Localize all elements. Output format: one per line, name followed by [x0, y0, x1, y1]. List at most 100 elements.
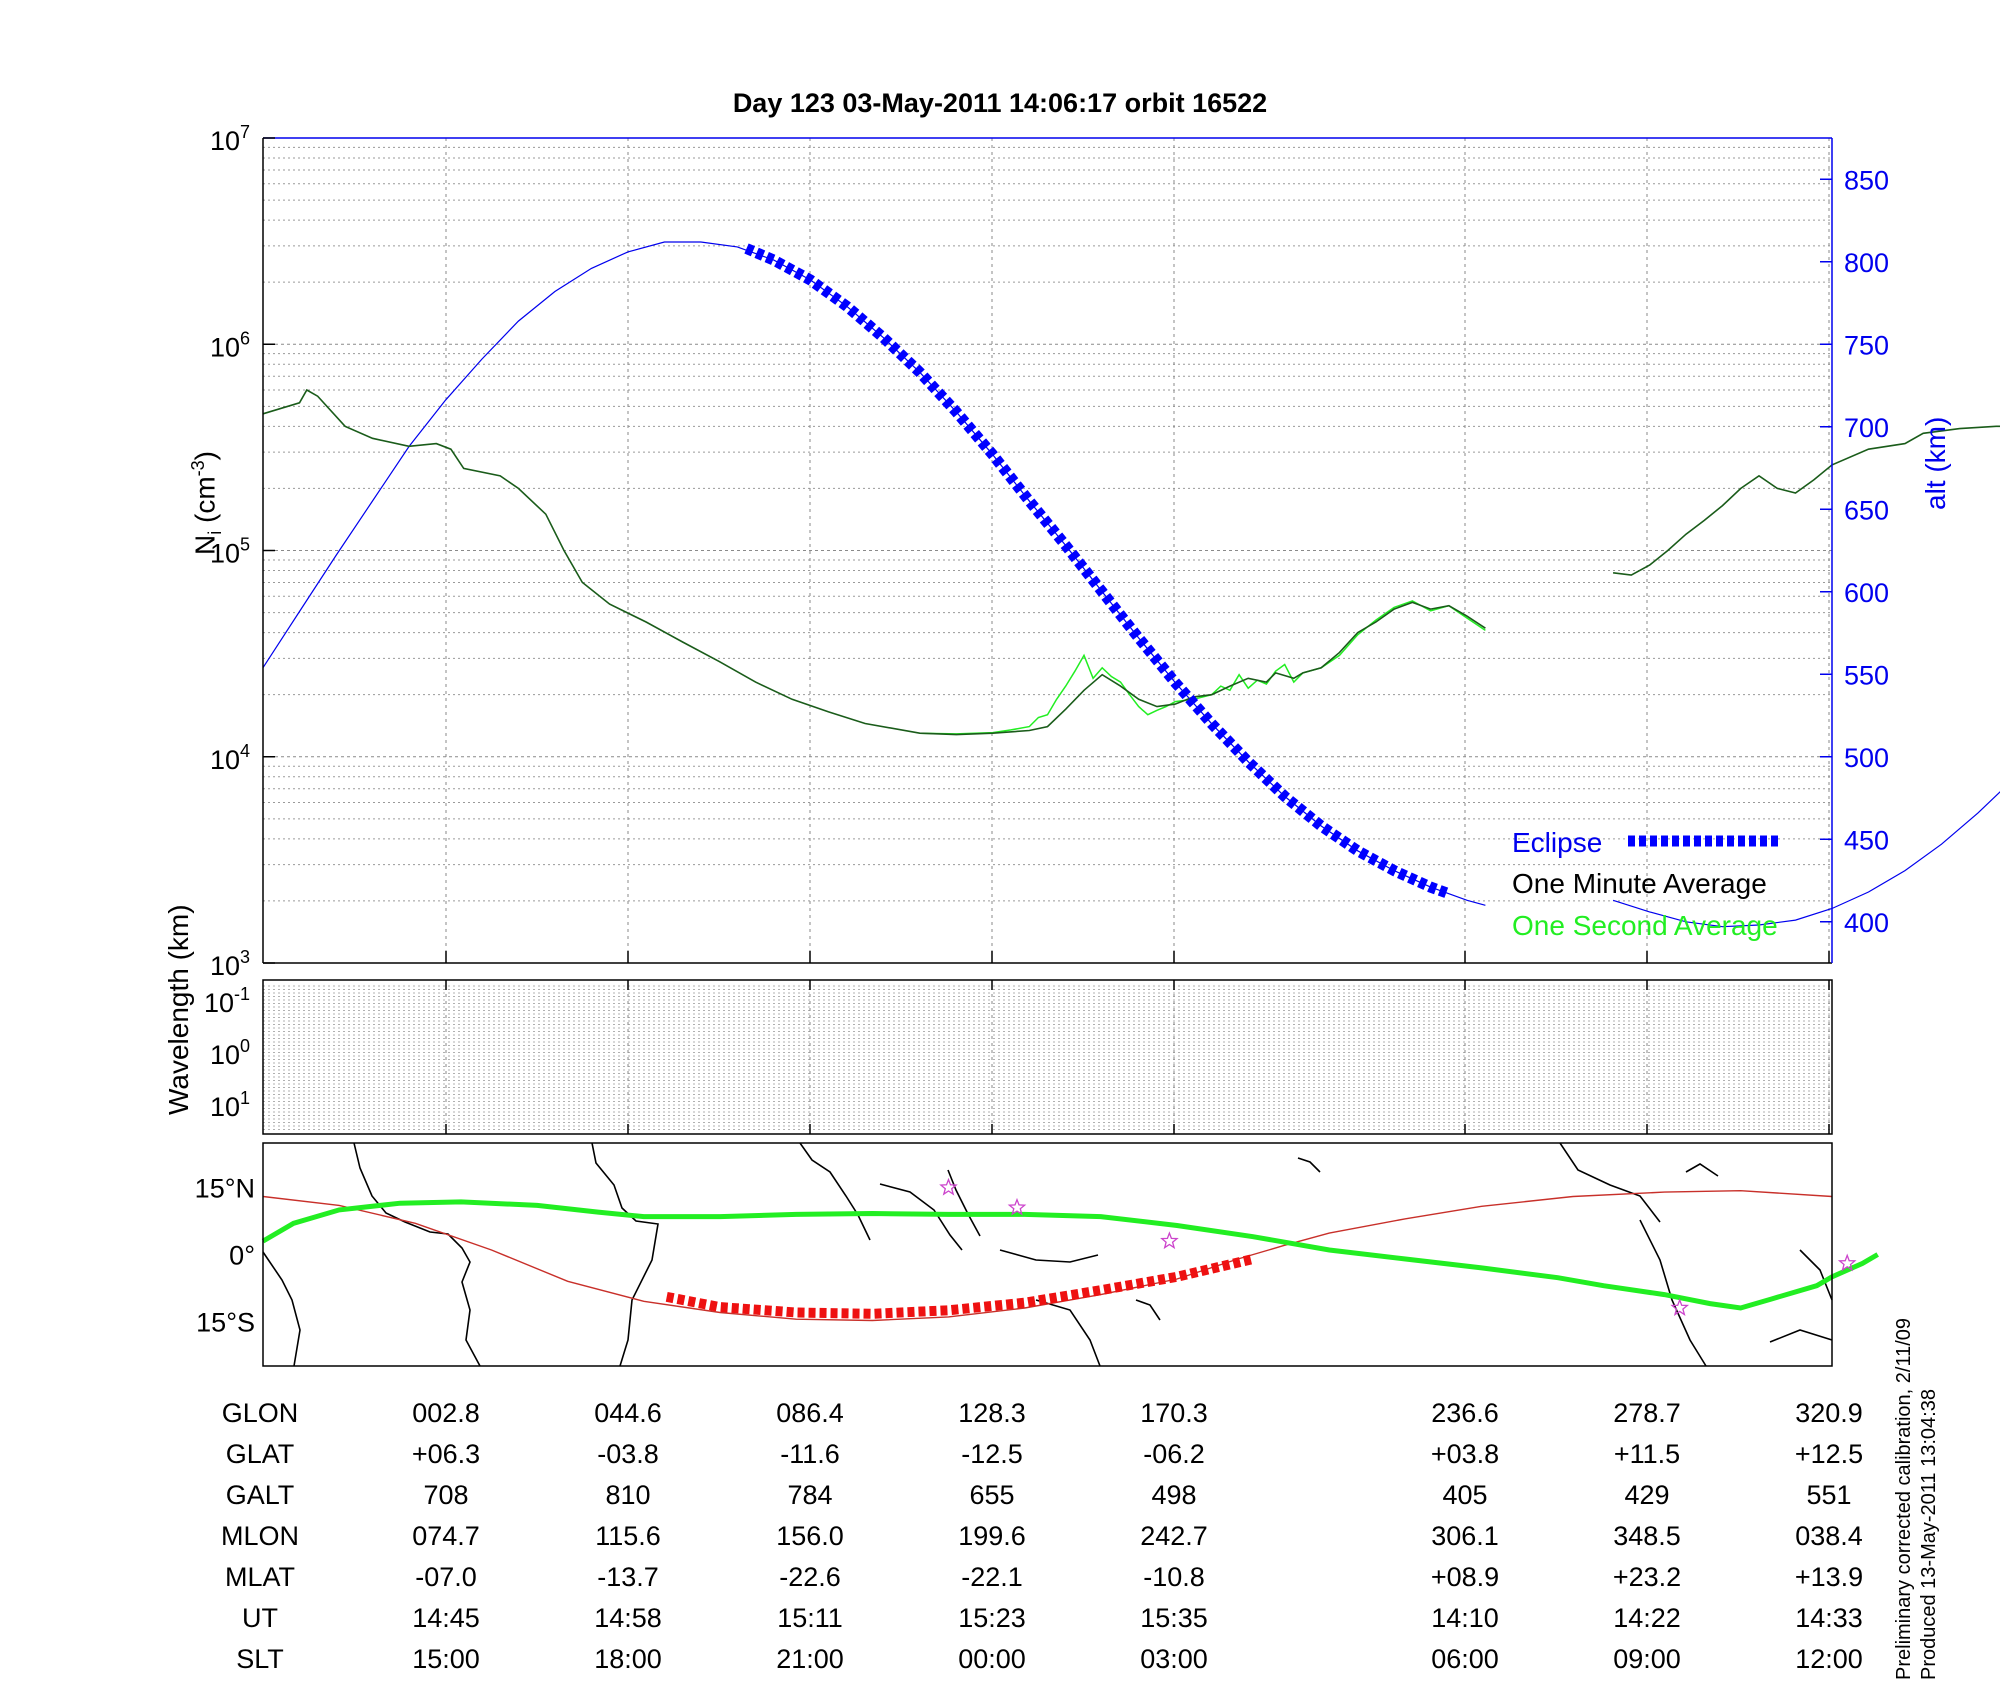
- footer-line-2: Produced 13-May-2011 13:04:38: [1918, 1389, 1940, 1680]
- table-cell: 15:35: [1140, 1603, 1208, 1633]
- star-marker: [1160, 1231, 1179, 1250]
- table-cell: -10.8: [1143, 1562, 1205, 1592]
- density-panel: 103 104 105 106 107 400 450 500 550 600 650 700 750 8…: [210, 122, 2000, 981]
- star-marker: [939, 1177, 958, 1196]
- table-cell: -07.0: [415, 1562, 477, 1592]
- table-cell: 09:00: [1613, 1644, 1681, 1674]
- star-marker: [1670, 1298, 1690, 1316]
- y2-tick-label: 450: [1844, 825, 1889, 855]
- eclipse-track: [665, 1254, 1255, 1319]
- coastline: [999, 1249, 1099, 1263]
- table-row-label: MLON: [220, 1521, 299, 1551]
- y2-tick-label: 750: [1844, 330, 1889, 360]
- table-cell: 002.8: [412, 1398, 480, 1428]
- y2-tick-label: 800: [1844, 248, 1889, 278]
- map-background: [263, 1143, 1832, 1366]
- table-cell: 044.6: [594, 1398, 662, 1428]
- one-minute-average-line: [262, 388, 1486, 736]
- wavelength-frame: [262, 979, 1833, 1135]
- table-cell: -22.1: [961, 1562, 1023, 1592]
- table-cell: 429: [1624, 1480, 1670, 1510]
- table-cell: 170.3: [1140, 1398, 1208, 1428]
- table-cell: 810: [605, 1480, 651, 1510]
- table-cell: 278.7: [1613, 1398, 1681, 1428]
- coastline: [591, 1142, 659, 1367]
- altitude-y-label: alt (km): [1920, 416, 1951, 510]
- coastline: [1297, 1157, 1321, 1173]
- wavelength-tick-label: 100: [210, 1036, 250, 1070]
- legend-second-label: One Second Average: [1512, 910, 1778, 941]
- y2-tick-label: 400: [1844, 908, 1889, 938]
- table-cell: 21:00: [776, 1644, 844, 1674]
- table-cell: +23.2: [1612, 1562, 1682, 1592]
- table-cell: -13.7: [597, 1562, 659, 1592]
- table-cell: 038.4: [1795, 1521, 1863, 1551]
- coastline: [1769, 1329, 1833, 1343]
- map-panel: 15°N 0° 15°S: [195, 1142, 1879, 1367]
- footer-note: Preliminary corrected calibration, 2/11/…: [1892, 1318, 1942, 1680]
- table-cell: -06.2: [1143, 1439, 1205, 1469]
- table-cell: 18:00: [594, 1644, 662, 1674]
- y-tick-label: 104: [210, 741, 250, 775]
- table-row-label: GLAT: [225, 1439, 295, 1469]
- map-frame: [262, 1142, 1833, 1367]
- table-cell: +03.8: [1430, 1439, 1500, 1469]
- y2-tick-label: 850: [1844, 165, 1889, 195]
- latitude-tick-label: 0°: [229, 1241, 255, 1271]
- legend-eclipse-label: Eclipse: [1512, 827, 1603, 858]
- table-cell: 14:33: [1795, 1603, 1863, 1633]
- table-cell: 348.5: [1613, 1521, 1681, 1551]
- table-cell: 14:45: [412, 1603, 480, 1633]
- wavelength-tick-label: 101: [210, 1088, 250, 1122]
- table-cell: -12.5: [961, 1439, 1023, 1469]
- latitude-tick-label: 15°N: [195, 1174, 255, 1204]
- table-cell: 12:00: [1795, 1644, 1863, 1674]
- table-cell: 242.7: [1140, 1521, 1208, 1551]
- table-cell: +12.5: [1794, 1439, 1864, 1469]
- table-cell: 655: [969, 1480, 1015, 1510]
- coastline: [1035, 1299, 1101, 1367]
- table-cell: 199.6: [958, 1521, 1026, 1551]
- altitude-line: [1612, 791, 2000, 928]
- coastline: [1799, 1249, 1833, 1301]
- table-row-label: GALT: [225, 1480, 295, 1510]
- y-tick-label: 103: [210, 947, 250, 981]
- footer-line-1: Preliminary corrected calibration, 2/11/…: [1893, 1317, 1915, 1680]
- y2-tick-label: 700: [1844, 413, 1889, 443]
- table-cell: 115.6: [595, 1521, 661, 1551]
- coastline: [353, 1142, 481, 1367]
- table-cell: 06:00: [1431, 1644, 1499, 1674]
- table-cell: 128.3: [958, 1398, 1026, 1428]
- table-cell: -22.6: [779, 1562, 841, 1592]
- table-cell: +06.3: [411, 1439, 481, 1469]
- table-cell: 14:22: [1613, 1603, 1681, 1633]
- table-cell: 306.1: [1431, 1521, 1499, 1551]
- chart-title: Day 123 03-May-2011 14:06:17 orbit 16522: [732, 88, 1268, 118]
- y2-tick-label: 600: [1844, 578, 1889, 608]
- table-cell: 498: [1151, 1480, 1197, 1510]
- coastline: [1559, 1142, 1661, 1223]
- table-cell: +08.9: [1430, 1562, 1500, 1592]
- y-tick-label: 106: [210, 328, 250, 362]
- table-cell: 086.4: [776, 1398, 844, 1428]
- table-cell: +11.5: [1613, 1439, 1681, 1469]
- table-cell: +13.9: [1794, 1562, 1864, 1592]
- y-tick-label: 105: [210, 535, 250, 569]
- table-row-label: MLAT: [224, 1562, 295, 1592]
- coastline: [1685, 1163, 1719, 1177]
- latitude-tick-label: 15°S: [196, 1307, 255, 1337]
- coastline: [1639, 1219, 1707, 1367]
- table-cell: 708: [423, 1480, 469, 1510]
- table-row-label: UT: [242, 1603, 278, 1633]
- wavelength-panel: 10-1 100 101: [204, 979, 1833, 1135]
- y2-tick-label: 550: [1844, 660, 1889, 690]
- y2-tick-label: 650: [1844, 495, 1889, 525]
- wavelength-tick-label: 10-1: [204, 984, 250, 1018]
- altitude-line: [262, 241, 1486, 906]
- table-row-label: SLT: [236, 1644, 284, 1674]
- one-minute-average-line: [1612, 425, 2000, 576]
- table-cell: 14:10: [1431, 1603, 1499, 1633]
- y2-tick-label: 500: [1844, 743, 1889, 773]
- table-cell: 784: [787, 1480, 833, 1510]
